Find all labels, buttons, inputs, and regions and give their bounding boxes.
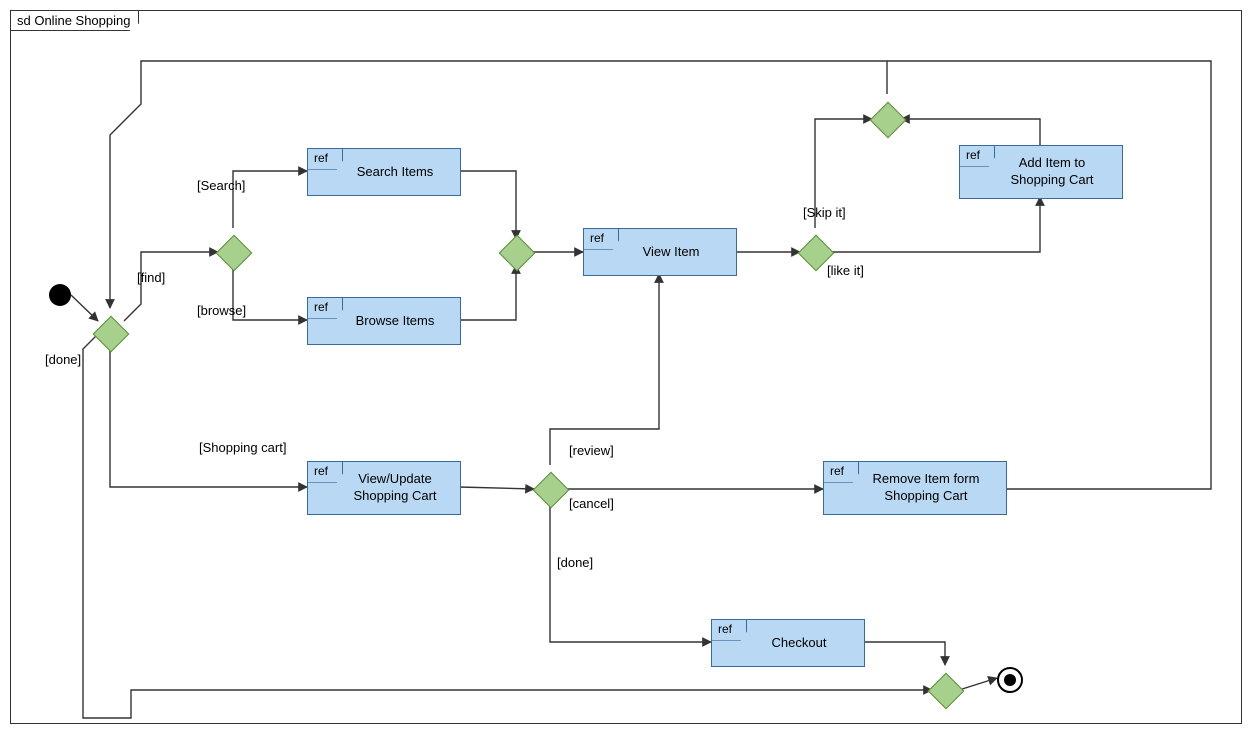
ref-label: Remove Item formShopping Cart <box>845 471 986 505</box>
initial-node <box>49 284 71 306</box>
guard-like: [like it] <box>827 263 864 278</box>
decision-cart <box>533 472 570 509</box>
guard-search: [Search] <box>197 178 245 193</box>
ref-tab: ref <box>824 462 859 483</box>
guard-done-cart: [done] <box>557 555 593 570</box>
frame-title: sd Online Shopping <box>11 11 139 31</box>
ref-label: Checkout <box>744 635 833 652</box>
decision-main <box>93 316 130 353</box>
guard-find: [find] <box>137 270 165 285</box>
ref-label: View/UpdateShopping Cart <box>325 471 442 505</box>
ref-tab: ref <box>960 146 995 167</box>
guard-shopping-cart: [Shopping cart] <box>199 440 286 455</box>
guard-skip: [Skip it] <box>803 205 846 220</box>
merge-skip-add <box>870 102 907 139</box>
ref-tab: ref <box>584 229 619 250</box>
ref-label: Browse Items <box>328 313 441 330</box>
guard-browse: [browse] <box>197 303 246 318</box>
merge-search-browse <box>499 235 536 272</box>
guard-review: [review] <box>569 443 614 458</box>
ref-label: Add Item toShopping Cart <box>982 155 1099 189</box>
diagram-frame: sd Online Shopping refSearch Items refBr… <box>10 10 1242 724</box>
ref-search-items: refSearch Items <box>307 148 461 196</box>
merge-final <box>928 673 965 710</box>
ref-tab: ref <box>308 462 343 483</box>
ref-checkout: refCheckout <box>711 619 865 667</box>
ref-tab: ref <box>712 620 747 641</box>
guard-done-main: [done] <box>45 352 81 367</box>
final-node <box>997 667 1023 693</box>
edges-layer <box>11 11 1241 723</box>
ref-tab: ref <box>308 298 343 319</box>
ref-view-item: refView Item <box>583 228 737 276</box>
ref-tab: ref <box>308 149 343 170</box>
ref-remove-item: refRemove Item formShopping Cart <box>823 461 1007 515</box>
ref-label: Search Items <box>329 164 440 181</box>
ref-view-cart: refView/UpdateShopping Cart <box>307 461 461 515</box>
ref-add-item: refAdd Item toShopping Cart <box>959 145 1123 199</box>
guard-cancel: [cancel] <box>569 496 614 511</box>
decision-find <box>216 235 253 272</box>
ref-browse-items: refBrowse Items <box>307 297 461 345</box>
ref-label: View Item <box>615 244 706 261</box>
